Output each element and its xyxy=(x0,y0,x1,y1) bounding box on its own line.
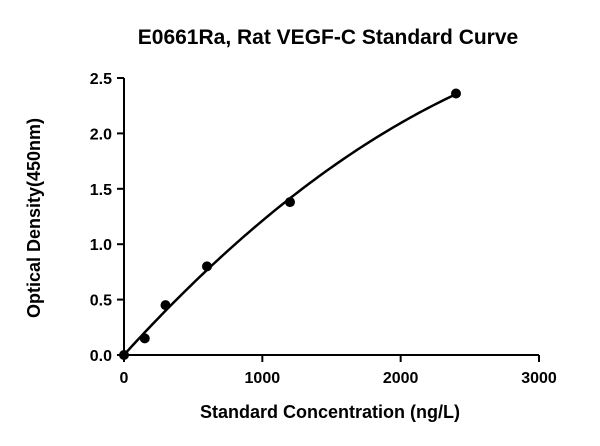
y-tick-label: 2.0 xyxy=(90,126,112,143)
y-tick-label: 0.5 xyxy=(90,293,112,310)
x-axis-label: Standard Concentration (ng/L) xyxy=(200,402,460,422)
data-point xyxy=(119,350,129,360)
axis-ticks: 0 1000 2000 3000 0.0 0.5 1.0 1.5 2.0 2.5 xyxy=(90,71,557,387)
y-axis-label: Optical Density(450nm) xyxy=(24,118,44,318)
data-point xyxy=(202,261,212,272)
y-tick-label: 1.0 xyxy=(90,237,112,254)
y-tick-label: 0.0 xyxy=(90,348,112,365)
data-point xyxy=(285,197,295,208)
data-points xyxy=(119,88,461,360)
y-tick-label: 2.5 xyxy=(90,71,112,88)
x-tick-label: 3000 xyxy=(521,370,557,387)
chart-title: E0661Ra, Rat VEGF-C Standard Curve xyxy=(138,26,518,49)
fit-curve-line xyxy=(123,93,457,356)
data-point xyxy=(139,333,150,344)
data-point xyxy=(451,88,461,99)
y-tick-label: 1.5 xyxy=(90,182,112,199)
x-tick-label: 0 xyxy=(120,370,129,387)
x-tick-label: 2000 xyxy=(383,370,419,387)
x-tick-label: 1000 xyxy=(245,370,281,387)
data-point xyxy=(160,300,171,311)
